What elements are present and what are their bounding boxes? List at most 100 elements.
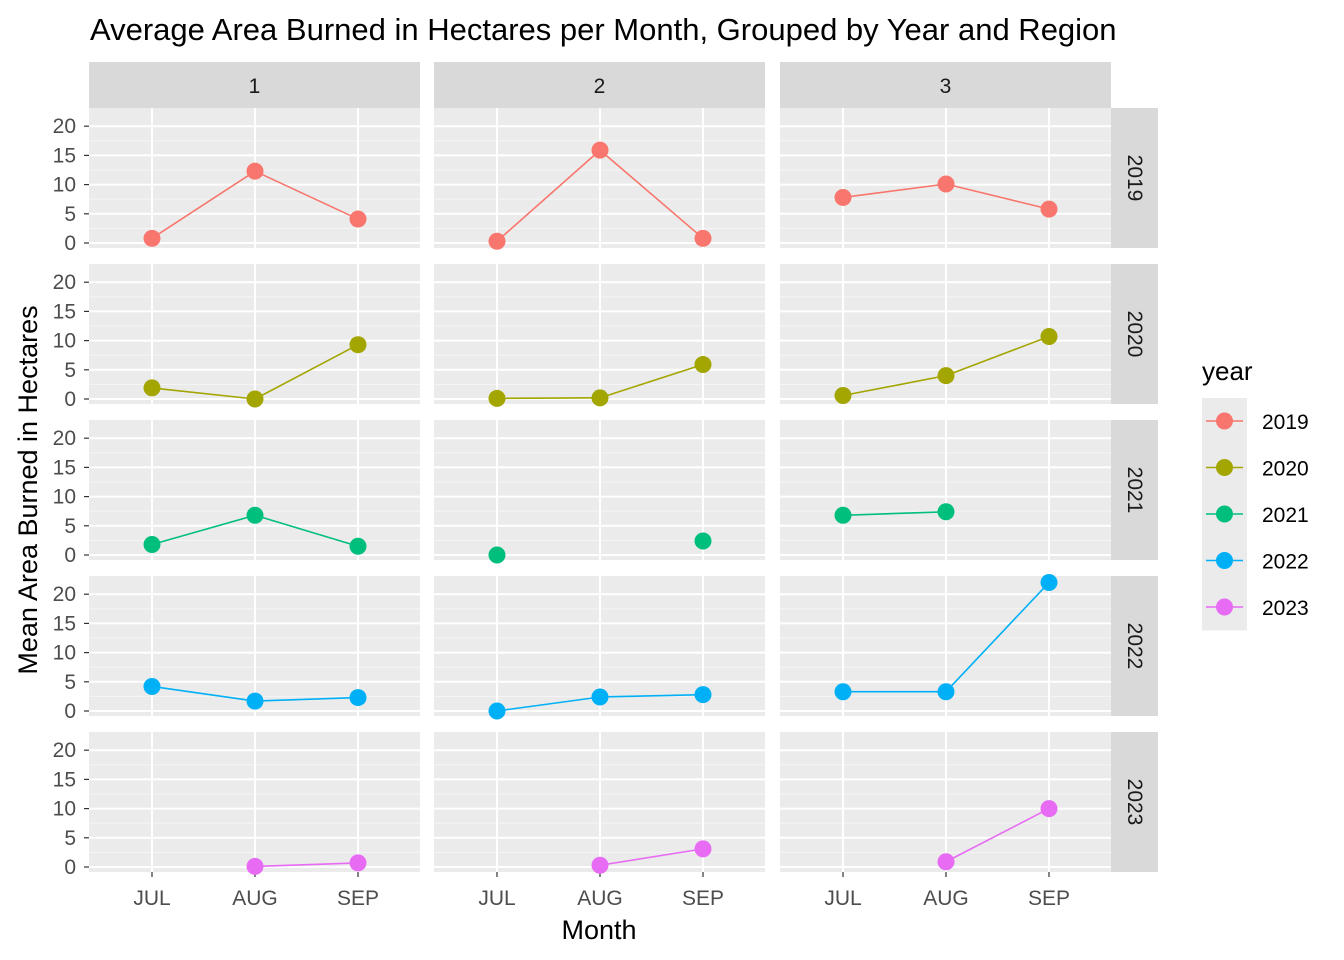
y-tick-label: 20 — [53, 271, 76, 294]
legend-key-point-2020 — [1216, 459, 1233, 476]
data-point-2022-region-1-aug — [246, 692, 264, 710]
data-point-2023-region-2-sep — [694, 840, 712, 858]
y-tick-label: 5 — [64, 359, 76, 382]
series-line-2020-region-3 — [945, 335, 1050, 377]
y-tick-label: 20 — [53, 739, 76, 762]
data-point-2019-region-2-aug — [591, 141, 609, 159]
y-tick-label: 10 — [53, 174, 76, 197]
series-line-2022-region-2 — [496, 696, 601, 712]
series-line-2020-region-1 — [254, 343, 359, 400]
facet-strip-row-2023 — [1111, 732, 1158, 872]
y-tick-label: 10 — [53, 642, 76, 665]
facet-strip-col-label: 2 — [594, 75, 606, 98]
y-tick-label: 20 — [53, 583, 76, 606]
data-point-2023-region-1-aug — [246, 857, 264, 875]
data-point-2020-region-3-aug — [937, 367, 955, 385]
y-tick-label: 5 — [64, 203, 76, 226]
series-line-2020-region-3 — [842, 374, 947, 397]
data-point-2022-region-3-sep — [1040, 574, 1058, 592]
legend-key-point-2019 — [1216, 412, 1233, 430]
y-tick-label: 0 — [64, 544, 76, 567]
y-tick-label: 0 — [64, 700, 76, 723]
data-point-2019-region-3-jul — [834, 188, 852, 206]
y-tick-label: 0 — [64, 856, 76, 879]
facet-strip-row-label: 2022 — [1123, 623, 1146, 670]
legend-label-2019: 2019 — [1262, 411, 1309, 434]
y-tick-label: 15 — [53, 768, 76, 791]
series-line-2019-region-1 — [254, 170, 359, 220]
legend-key-point-2021 — [1216, 505, 1233, 523]
data-point-2019-region-2-sep — [694, 229, 712, 247]
x-tick-label: SEP — [1028, 887, 1070, 910]
data-point-2023-region-1-sep — [349, 854, 367, 872]
y-tick-label: 0 — [64, 388, 76, 411]
y-tick-label: 5 — [64, 515, 76, 538]
series-line-2019-region-3 — [945, 183, 1050, 210]
series-line-2023-region-2 — [599, 848, 704, 867]
data-point-2020-region-2-aug — [591, 389, 609, 407]
facet-strip-row-2021 — [1111, 420, 1158, 560]
facet-panels: 1 2 32019202020212022202305101520051015200… — [53, 62, 1158, 910]
facet-strip-row-label: 2023 — [1123, 779, 1146, 826]
data-point-2019-region-2-jul — [488, 232, 506, 250]
series-line-2019-region-2 — [599, 149, 704, 239]
data-point-2020-region-3-sep — [1040, 328, 1058, 346]
series-line-2023-region-3 — [945, 807, 1050, 863]
y-tick-label: 5 — [64, 671, 76, 694]
series-line-2022-region-3 — [945, 581, 1050, 693]
facet-strip-col-2 — [434, 62, 765, 108]
data-point-2021-region-1-sep — [349, 537, 367, 555]
series-line-2019-region-2 — [496, 149, 601, 242]
y-tick-label: 20 — [53, 427, 76, 450]
facet-strip-row-label: 2021 — [1123, 467, 1146, 514]
data-point-2019-region-1-jul — [143, 229, 161, 247]
data-point-2022-region-3-aug — [937, 683, 955, 701]
data-point-2020-region-2-jul — [488, 389, 506, 407]
data-point-2021-region-2-sep — [694, 532, 712, 550]
facet-strip-row-2022 — [1111, 576, 1158, 716]
series-line-2021-region-1 — [254, 514, 359, 548]
data-point-2022-region-2-sep — [694, 686, 712, 704]
facet-strip-row-2020 — [1111, 264, 1158, 404]
data-point-2021-region-3-jul — [834, 506, 852, 524]
y-tick-label: 5 — [64, 827, 76, 850]
data-point-2020-region-1-aug — [246, 390, 264, 408]
facet-strip-col-label: 1 — [249, 75, 261, 98]
y-tick-label: 15 — [53, 612, 76, 635]
x-tick-label: AUG — [577, 887, 623, 910]
data-point-2021-region-1-jul — [143, 535, 161, 553]
data-point-2022-region-2-jul — [488, 702, 506, 720]
series-line-2020-region-1 — [151, 387, 256, 400]
x-axis-title: Month — [561, 915, 636, 945]
y-tick-label: 10 — [53, 486, 76, 509]
y-tick-label: 15 — [53, 456, 76, 479]
legend-title: year — [1202, 356, 1253, 386]
x-tick-label: JUL — [478, 887, 515, 910]
data-point-2021-region-1-aug — [246, 506, 264, 524]
x-tick-label: AUG — [232, 887, 278, 910]
legend: year 2019 2020 2021 2022 2023 — [1202, 356, 1309, 631]
data-point-2022-region-1-sep — [349, 689, 367, 707]
data-point-2020-region-3-jul — [834, 386, 852, 404]
y-tick-label: 15 — [53, 144, 76, 167]
facet-strip-col-label: 3 — [940, 75, 952, 98]
facet-strip-row-2019 — [1111, 108, 1158, 248]
legend-key-point-2022 — [1216, 552, 1233, 569]
y-tick-label: 20 — [53, 115, 76, 138]
legend-label-2020: 2020 — [1262, 458, 1309, 481]
data-point-2023-region-2-aug — [591, 856, 609, 874]
data-point-2019-region-3-aug — [937, 175, 955, 193]
series-line-2020-region-2 — [496, 397, 601, 400]
y-tick-label: 15 — [53, 300, 76, 323]
facet-strip-row-label: 2020 — [1123, 311, 1146, 358]
data-point-2019-region-3-sep — [1040, 200, 1058, 218]
legend-key-point-2023 — [1216, 598, 1233, 616]
data-point-2022-region-3-jul — [834, 683, 852, 701]
facet-strip-col-3 — [780, 62, 1111, 108]
data-point-2022-region-2-aug — [591, 688, 609, 706]
series-line-2022-region-2 — [599, 693, 704, 698]
y-tick-label: 10 — [53, 330, 76, 353]
facet-strip-row-label: 2019 — [1123, 155, 1146, 202]
y-tick-label: 0 — [64, 232, 76, 255]
